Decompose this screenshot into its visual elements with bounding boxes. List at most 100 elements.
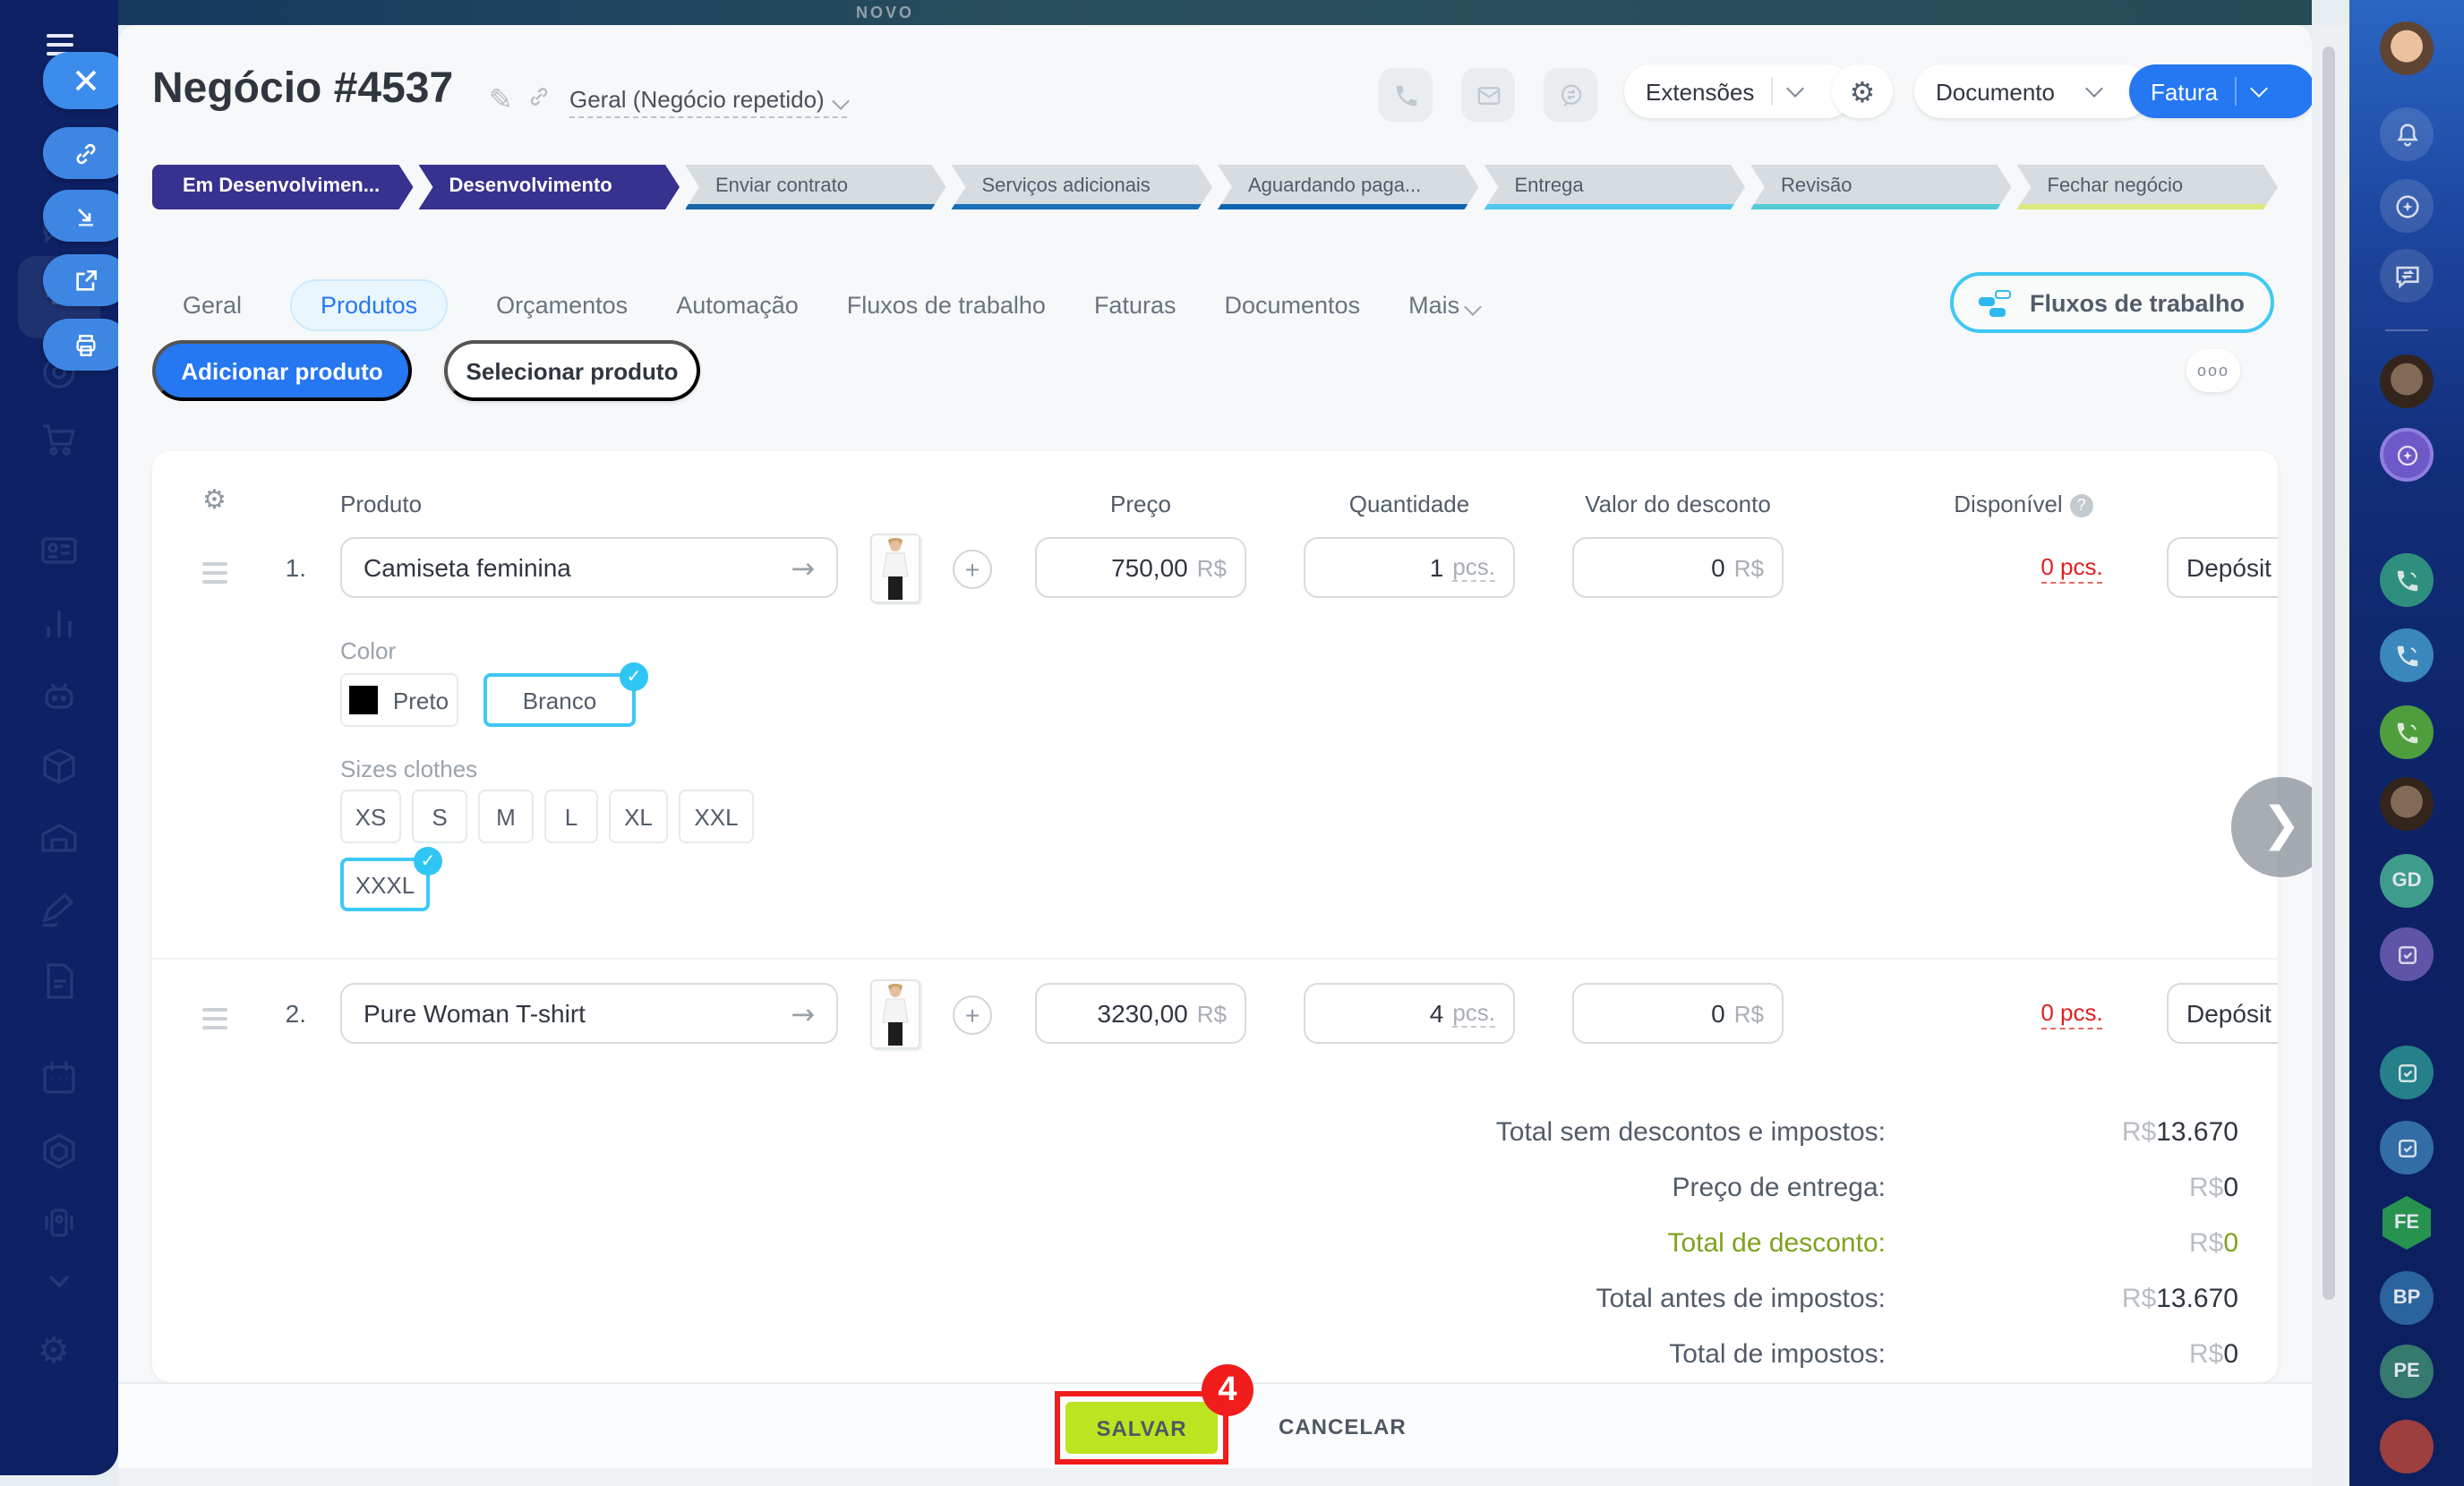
call-icon[interactable] xyxy=(1379,68,1433,122)
size-option-s[interactable]: S xyxy=(412,790,467,843)
bar-chart-icon[interactable] xyxy=(38,602,81,645)
size-option-m[interactable]: M xyxy=(478,790,534,843)
chevron-down-icon[interactable] xyxy=(38,1259,81,1302)
warehouse-select[interactable]: Depósit xyxy=(2167,983,2278,1044)
size-option-l[interactable]: L xyxy=(544,790,598,843)
stage-desenvolvimento[interactable]: Desenvolvimento xyxy=(419,165,680,209)
user-initials-badge[interactable]: GD xyxy=(2380,854,2434,908)
save-button[interactable]: SALVAR xyxy=(1065,1402,1218,1454)
tab-fluxos-de-trabalho[interactable]: Fluxos de trabalho xyxy=(846,291,1046,318)
size-option-xxl[interactable]: XXL xyxy=(679,790,754,843)
available-stock[interactable]: 0 pcs. xyxy=(1991,999,2152,1029)
row-drag-handle[interactable] xyxy=(202,1008,227,1035)
settings-gear-button[interactable]: ⚙ xyxy=(1832,64,1893,118)
quantity-field[interactable]: 4 pcs. xyxy=(1304,983,1515,1044)
workflows-button[interactable]: Fluxos de trabalho xyxy=(1950,272,2274,333)
stage-em-desenvolvimento[interactable]: Em Desenvolvimen... xyxy=(152,165,414,209)
open-product-arrow-icon[interactable]: → xyxy=(791,996,815,1030)
task-check-icon[interactable] xyxy=(2380,1046,2434,1099)
stage-fechar-negocio[interactable]: Fechar negócio xyxy=(2017,165,2279,209)
warehouse-icon[interactable] xyxy=(38,816,81,859)
print-button[interactable] xyxy=(43,319,129,371)
product-name-field[interactable]: Pure Woman T-shirt → xyxy=(340,983,838,1044)
cancel-button[interactable]: CANCELAR xyxy=(1268,1413,1417,1441)
available-stock[interactable]: 0 pcs. xyxy=(1991,553,2152,584)
product-name-field[interactable]: Camiseta feminina → xyxy=(340,537,838,598)
robot-icon[interactable] xyxy=(38,673,81,716)
user-initials-hexagon[interactable]: FE xyxy=(2383,1196,2431,1250)
discount-field[interactable]: 0 R$ xyxy=(1572,537,1784,598)
task-check-icon[interactable] xyxy=(2380,1121,2434,1174)
tab-geral[interactable]: Geral xyxy=(183,291,243,318)
quantity-field[interactable]: 1 pcs. xyxy=(1304,537,1515,598)
product-photo[interactable] xyxy=(870,534,920,603)
stage-revisao[interactable]: Revisão xyxy=(1750,165,2012,209)
copilot-icon[interactable] xyxy=(2380,179,2434,233)
price-field[interactable]: 750,00 R$ xyxy=(1035,537,1246,598)
copy-link-icon[interactable] xyxy=(526,84,552,109)
phone-call-icon[interactable] xyxy=(2380,705,2434,759)
edit-title-pencil-icon[interactable]: ✎ xyxy=(489,82,513,116)
tab-faturas[interactable]: Faturas xyxy=(1093,291,1176,318)
package-icon[interactable] xyxy=(38,745,81,788)
price-field[interactable]: 3230,00 R$ xyxy=(1035,983,1246,1044)
notifications-bell-icon[interactable] xyxy=(2380,107,2434,161)
stage-servicos-adicionais[interactable]: Serviços adicionais xyxy=(952,165,1213,209)
document-button[interactable]: Documento xyxy=(1914,64,2151,118)
product-photo[interactable] xyxy=(870,979,920,1049)
add-photo-button[interactable]: + xyxy=(953,550,992,589)
document-edit-icon[interactable] xyxy=(38,960,81,1003)
tab-produtos[interactable]: Produtos xyxy=(290,278,449,330)
row-drag-handle[interactable] xyxy=(202,562,227,589)
table-scroll-right-button[interactable]: ❯ xyxy=(2231,777,2312,877)
user-badge-partial[interactable] xyxy=(2380,1420,2434,1473)
phone-call-icon[interactable] xyxy=(2380,628,2434,682)
stage-entrega[interactable]: Entrega xyxy=(1484,165,1746,209)
help-icon[interactable]: ? xyxy=(2069,493,2093,517)
table-settings-gear-icon[interactable]: ⚙ xyxy=(202,483,227,516)
size-option-xxxl[interactable]: XXXL ✓ xyxy=(340,847,442,911)
stage-enviar-contrato[interactable]: Enviar contrato xyxy=(685,165,946,209)
scrollbar-thumb[interactable] xyxy=(2323,47,2335,1300)
contact-card-icon[interactable] xyxy=(38,528,81,571)
task-check-icon[interactable] xyxy=(2380,927,2434,981)
email-icon[interactable] xyxy=(1461,68,1515,122)
discount-field[interactable]: 0 R$ xyxy=(1572,983,1784,1044)
phone-call-icon[interactable] xyxy=(2380,553,2434,607)
user-avatar[interactable] xyxy=(2380,354,2434,408)
messenger-icon[interactable] xyxy=(2380,249,2434,303)
extensions-button[interactable]: Extensões xyxy=(1624,64,1853,118)
stage-aguardando-pagamento[interactable]: Aguardando paga... xyxy=(1218,165,1479,209)
invoice-button[interactable]: Fatura xyxy=(2129,64,2312,118)
user-avatar[interactable] xyxy=(2380,777,2434,831)
size-option-xl[interactable]: XL xyxy=(609,790,668,843)
open-product-arrow-icon[interactable]: → xyxy=(791,551,815,585)
close-slider-button[interactable] xyxy=(43,52,129,109)
add-photo-button[interactable]: + xyxy=(953,995,992,1035)
warehouse-select[interactable]: Depósit xyxy=(2167,537,2278,598)
user-avatar[interactable] xyxy=(2380,21,2434,75)
chat-transfer-icon[interactable] xyxy=(1544,68,1597,122)
settings-gear-icon[interactable]: ⚙ xyxy=(38,1328,70,1371)
signature-pen-icon[interactable] xyxy=(38,888,81,931)
user-initials-badge[interactable]: BP xyxy=(2380,1271,2434,1325)
cart-icon[interactable] xyxy=(38,417,81,460)
copilot-purple-icon[interactable] xyxy=(2380,428,2434,482)
add-product-button[interactable]: Adicionar produto xyxy=(152,340,412,401)
pipeline-selector[interactable]: Geral (Negócio repetido) xyxy=(569,86,851,118)
color-option-preto[interactable]: Preto xyxy=(340,673,458,727)
user-initials-badge[interactable]: PE xyxy=(2380,1345,2434,1398)
tab-documentos[interactable]: Documentos xyxy=(1224,291,1361,318)
tab-automacao[interactable]: Automação xyxy=(676,291,799,318)
device-icon[interactable] xyxy=(38,1201,81,1244)
more-options-button[interactable]: ooo xyxy=(2186,349,2240,392)
select-product-button[interactable]: Selecionar produto xyxy=(444,340,700,401)
copy-link-button[interactable] xyxy=(43,127,129,179)
tab-orcamentos[interactable]: Orçamentos xyxy=(496,291,629,318)
minimize-button[interactable] xyxy=(43,190,129,242)
calendar-icon[interactable] xyxy=(38,1056,81,1099)
size-option-xs[interactable]: XS xyxy=(340,790,401,843)
color-option-branco[interactable]: Branco ✓ xyxy=(483,662,648,727)
tab-mais[interactable]: Mais xyxy=(1408,291,1483,318)
hexagon-icon[interactable] xyxy=(38,1130,81,1173)
